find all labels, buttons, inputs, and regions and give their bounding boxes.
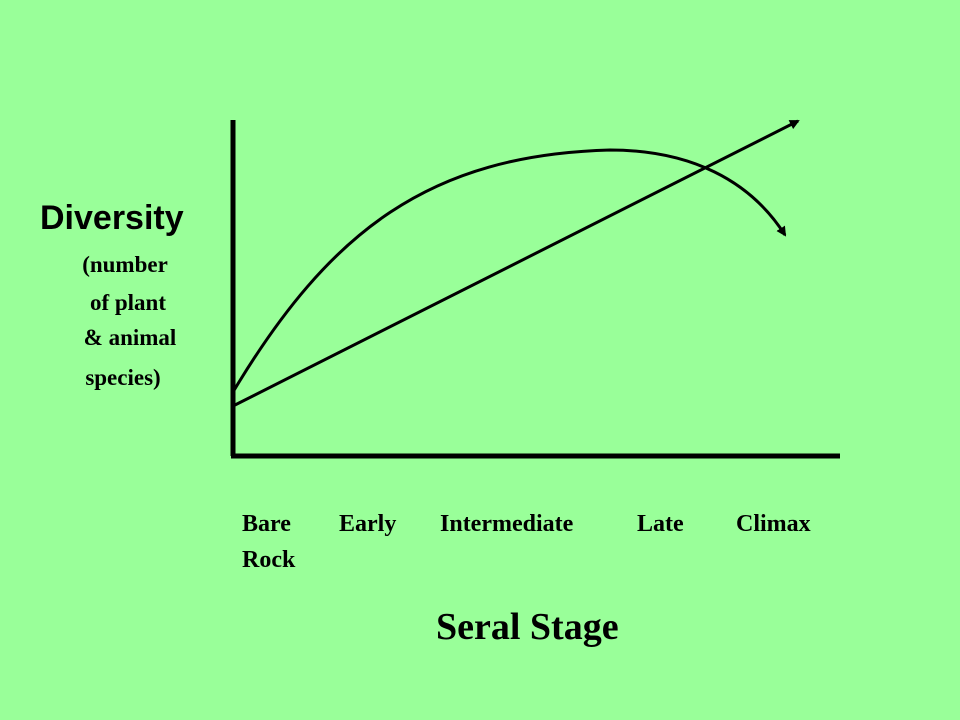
diversity-curve-arrow: [231, 148, 787, 393]
x-tick-late: Late: [637, 511, 684, 537]
x-tick-bare: Bare: [242, 511, 291, 537]
y-axis-subtitle-line-1: (number: [82, 252, 168, 277]
x-tick-rock: Rock: [242, 547, 296, 573]
x-tick-intermediate: Intermediate: [440, 511, 574, 537]
y-axis-subtitle-line-3: & animal: [83, 325, 177, 350]
y-axis-subtitle-line-4: species): [85, 365, 161, 390]
x-axis-title: Seral Stage: [436, 606, 619, 648]
y-axis-subtitle-line-2: of plant: [89, 290, 167, 315]
linear-trend-arrow: [232, 119, 800, 408]
x-tick-early: Early: [339, 511, 397, 537]
x-tick-climax: Climax: [736, 511, 811, 537]
y-axis-title: Diversity: [40, 199, 184, 237]
